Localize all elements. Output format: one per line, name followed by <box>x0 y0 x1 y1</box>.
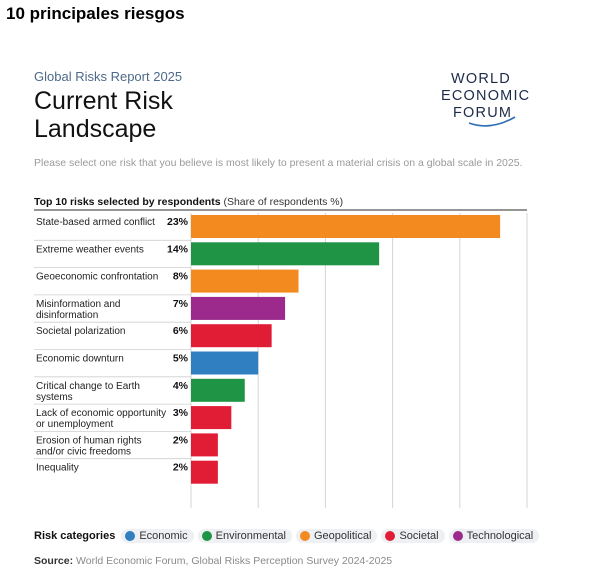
value-label-5: 6% <box>173 325 189 337</box>
value-label-9: 2% <box>173 434 189 446</box>
logo-line-2: ECONOMIC <box>441 88 530 104</box>
legend-item-technological: Technological <box>448 529 540 543</box>
category-label-2: Extreme weather events <box>36 244 144 255</box>
value-label-4: 7% <box>173 298 189 310</box>
category-label-6: Economic downturn <box>36 354 124 365</box>
category-label-3: Geoeconomic confrontation <box>36 272 158 283</box>
value-label-1: 23% <box>167 216 189 228</box>
logo-arc <box>468 116 516 127</box>
bar-6 <box>191 351 259 375</box>
logo-line-1: WORLD <box>451 71 511 87</box>
category-label-7-line-2: systems <box>36 392 73 403</box>
legend-item-environmental: Environmental <box>197 529 292 543</box>
category-label-8-line-2: or unemployment <box>36 419 113 430</box>
legend-item-societal: Societal <box>381 529 445 543</box>
legend-dot-economic <box>125 531 136 541</box>
bar-2 <box>191 242 380 266</box>
legend: Risk categories Economic Environmental G… <box>34 529 540 543</box>
report-line: Global Risks Report 2025 <box>34 69 183 84</box>
category-label-4-line-2: disinformation <box>36 310 98 321</box>
legend-label-environmental: Environmental <box>215 530 286 542</box>
category-label-5: Societal polarization <box>36 326 126 337</box>
category-label-9-line-2: and/or civic freedoms <box>36 446 131 457</box>
category-label-10: Inequality <box>36 463 79 474</box>
wef-logo: WORLD ECONOMIC FORUM <box>441 71 530 127</box>
legend-dot-geopolitical <box>299 531 310 541</box>
category-label-4-line-1: Misinformation and <box>36 299 120 310</box>
bar-10 <box>191 460 218 484</box>
legend-label-geopolitical: Geopolitical <box>313 530 372 542</box>
bar-1 <box>191 215 501 238</box>
logo-line-3: FORUM <box>453 105 512 121</box>
page-heading: 10 principales riesgos <box>6 4 185 23</box>
source-text: World Economic Forum, Global Risks Perce… <box>76 555 393 567</box>
legend-dot-technological <box>452 531 463 541</box>
bar-5 <box>191 324 272 348</box>
bar-8 <box>191 406 232 430</box>
value-label-7: 4% <box>173 380 189 392</box>
legend-label-societal: Societal <box>399 530 439 542</box>
category-label-1: State-based armed conflict <box>36 217 155 228</box>
value-label-8: 3% <box>173 407 189 419</box>
chart-header: Top 10 risks selected by respondents (Sh… <box>34 196 343 208</box>
bar-9 <box>191 433 218 457</box>
bar-4 <box>191 296 286 320</box>
category-label-9-line-1: Erosion of human rights <box>36 435 142 446</box>
chart-header-unit: (Share of respondents %) <box>223 196 344 208</box>
value-label-2: 14% <box>167 243 189 255</box>
legend-dot-societal <box>385 531 396 541</box>
legend-label-economic: Economic <box>139 530 188 542</box>
category-label-7-line-1: Critical change to Earth <box>36 381 140 392</box>
bar-3 <box>191 269 299 293</box>
legend-title: Risk categories <box>34 530 116 542</box>
value-label-10: 2% <box>173 462 189 474</box>
survey-question: Please select one risk that you believe … <box>34 157 523 169</box>
value-label-6: 5% <box>173 353 189 365</box>
value-label-3: 8% <box>173 271 189 283</box>
source-note: Source: World Economic Forum, Global Ris… <box>34 555 392 567</box>
legend-dot-environmental <box>201 531 212 541</box>
source-label: Source: <box>34 555 74 567</box>
title-line-2: Landscape <box>34 115 157 143</box>
title-line-1: Current Risk <box>34 87 173 115</box>
bar-7 <box>191 378 245 402</box>
category-label-8-line-1: Lack of economic opportunity <box>36 408 166 419</box>
legend-item-geopolitical: Geopolitical <box>295 529 378 543</box>
chart-header-bold: Top 10 risks selected by respondents <box>34 196 221 208</box>
legend-label-technological: Technological <box>466 530 534 542</box>
page-title: Current Risk Landscape <box>34 87 254 143</box>
legend-item-economic: Economic <box>121 529 194 543</box>
row-layer: State-based armed conflict 23% Extreme wea… <box>34 215 501 484</box>
